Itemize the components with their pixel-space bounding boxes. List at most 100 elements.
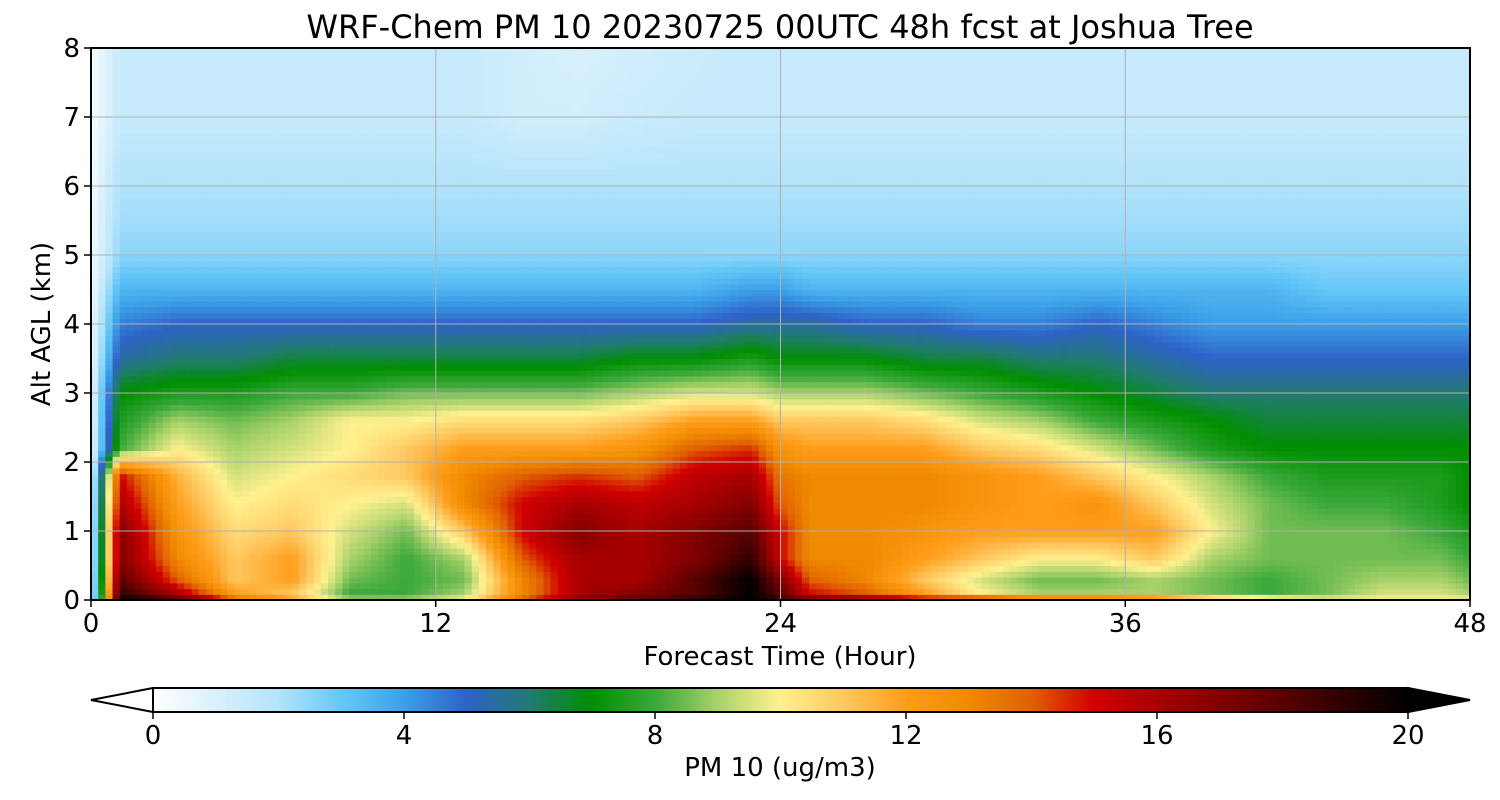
heatmap-cell bbox=[205, 542, 214, 549]
heatmap-cell bbox=[256, 588, 264, 595]
heatmap-cell bbox=[938, 588, 947, 595]
heatmap-cell bbox=[543, 559, 552, 567]
heatmap-cell bbox=[299, 485, 308, 492]
heatmap-cell bbox=[363, 536, 372, 544]
heatmap-cell bbox=[1405, 565, 1414, 572]
heatmap-cell bbox=[1067, 582, 1076, 590]
heatmap-cell bbox=[1268, 485, 1277, 492]
heatmap-cell bbox=[486, 479, 494, 486]
heatmap-cell bbox=[500, 502, 509, 509]
heatmap-cell bbox=[1261, 513, 1270, 521]
heatmap-cell bbox=[909, 582, 918, 590]
heatmap-cell bbox=[550, 588, 559, 595]
heatmap-cell bbox=[98, 473, 106, 480]
heatmap-cell bbox=[938, 485, 947, 492]
heatmap-cell bbox=[521, 490, 530, 498]
heatmap-cell bbox=[1067, 450, 1076, 457]
heatmap-cell bbox=[313, 548, 322, 555]
heatmap-cell bbox=[1067, 485, 1076, 492]
heatmap-cell bbox=[1153, 588, 1162, 595]
heatmap-cell bbox=[105, 490, 114, 498]
heatmap-cell bbox=[694, 467, 703, 475]
heatmap-cell bbox=[134, 473, 142, 480]
heatmap-cell bbox=[579, 502, 588, 509]
heatmap-cell bbox=[1067, 588, 1076, 595]
heatmap-cell bbox=[543, 519, 552, 526]
heatmap-cell bbox=[995, 525, 1004, 532]
heatmap-cell bbox=[191, 577, 200, 584]
heatmap-cell bbox=[1067, 554, 1076, 561]
heatmap-cell bbox=[514, 571, 523, 578]
heatmap-cell bbox=[126, 542, 135, 549]
heatmap-cell bbox=[780, 473, 789, 480]
heatmap-cell bbox=[1046, 519, 1055, 526]
heatmap-cell bbox=[1096, 490, 1105, 498]
heatmap-cell bbox=[91, 531, 99, 538]
heatmap-cell bbox=[1225, 450, 1234, 457]
heatmap-cell bbox=[220, 479, 229, 486]
heatmap-cell bbox=[1146, 490, 1155, 498]
heatmap-cell bbox=[435, 485, 444, 492]
heatmap-cell bbox=[536, 502, 545, 509]
heatmap-cell bbox=[909, 525, 918, 532]
heatmap-cell bbox=[191, 513, 200, 521]
heatmap-cell bbox=[184, 565, 193, 572]
heatmap-cell bbox=[1089, 554, 1098, 561]
heatmap-cell bbox=[586, 508, 595, 515]
heatmap-cell bbox=[802, 542, 810, 549]
heatmap-cell bbox=[687, 565, 695, 572]
heatmap-cell bbox=[256, 536, 264, 544]
heatmap-cell bbox=[701, 485, 710, 492]
heatmap-cell bbox=[1240, 577, 1248, 584]
heatmap-cell bbox=[837, 548, 846, 555]
heatmap-cell bbox=[1426, 571, 1435, 578]
heatmap-cell bbox=[1311, 536, 1320, 544]
heatmap-cell bbox=[241, 571, 250, 578]
heatmap-cell bbox=[557, 502, 566, 509]
heatmap-cell bbox=[184, 473, 193, 480]
heatmap-cell bbox=[1218, 473, 1227, 480]
heatmap-cell bbox=[306, 496, 315, 503]
heatmap-cell bbox=[1426, 525, 1435, 532]
heatmap-cell bbox=[909, 536, 918, 544]
heatmap-cell bbox=[1283, 450, 1292, 457]
heatmap-cell bbox=[672, 582, 681, 590]
heatmap-cell bbox=[392, 462, 401, 469]
heatmap-cell bbox=[1132, 559, 1141, 567]
heatmap-cell bbox=[141, 548, 150, 555]
heatmap-cell bbox=[536, 473, 545, 480]
heatmap-cell bbox=[198, 559, 207, 567]
heatmap-cell bbox=[320, 542, 329, 549]
heatmap-cell bbox=[701, 554, 710, 561]
heatmap-cell bbox=[442, 519, 451, 526]
heatmap-cell bbox=[708, 479, 717, 486]
heatmap-cell bbox=[565, 594, 573, 600]
heatmap-cell bbox=[866, 450, 875, 457]
heatmap-cell bbox=[270, 473, 279, 480]
heatmap-cell bbox=[1211, 554, 1220, 561]
heatmap-cell bbox=[256, 485, 264, 492]
heatmap-cell bbox=[177, 456, 185, 463]
heatmap-cell bbox=[837, 502, 846, 509]
heatmap-cell bbox=[1455, 462, 1464, 469]
heatmap-cell bbox=[608, 467, 616, 475]
heatmap-cell bbox=[529, 456, 537, 463]
heatmap-cell bbox=[837, 571, 846, 578]
heatmap-cell bbox=[457, 525, 466, 532]
heatmap-cell bbox=[119, 519, 128, 526]
heatmap-cell bbox=[816, 467, 825, 475]
heatmap-cell bbox=[1304, 542, 1313, 549]
heatmap-cell bbox=[170, 594, 178, 600]
heatmap-cell bbox=[593, 473, 602, 480]
heatmap-cell bbox=[737, 588, 746, 595]
heatmap-cell bbox=[378, 554, 387, 561]
heatmap-cell bbox=[1390, 582, 1399, 590]
heatmap-cell bbox=[414, 542, 422, 549]
heatmap-cell bbox=[442, 577, 451, 584]
heatmap-cell bbox=[787, 531, 796, 538]
heatmap-cell bbox=[945, 554, 954, 561]
heatmap-cell bbox=[1290, 536, 1299, 544]
heatmap-cell bbox=[1096, 456, 1105, 463]
heatmap-cell bbox=[1276, 513, 1284, 521]
heatmap-cell bbox=[521, 565, 530, 572]
